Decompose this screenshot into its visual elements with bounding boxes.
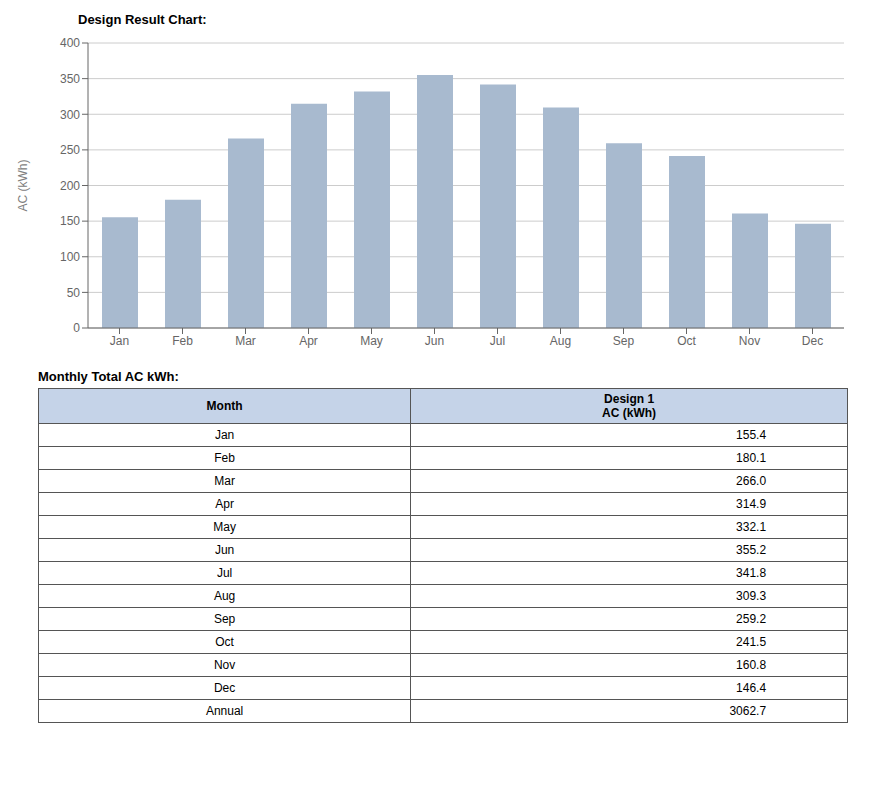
svg-text:Sep: Sep xyxy=(613,334,635,348)
svg-text:Nov: Nov xyxy=(739,334,760,348)
svg-text:Apr: Apr xyxy=(299,334,318,348)
svg-text:Mar: Mar xyxy=(235,334,256,348)
svg-text:AC (kWh): AC (kWh) xyxy=(16,160,30,212)
html-text:Design Result Chart:: Design Result Chart: xyxy=(78,12,207,27)
html-text:Feb: Feb xyxy=(214,451,235,465)
html-text:259.2: 259.2 xyxy=(736,612,767,626)
html-text:309.3: 309.3 xyxy=(736,589,767,603)
svg-text:50: 50 xyxy=(67,286,81,300)
html-text:160.8: 160.8 xyxy=(736,658,767,672)
html-text:Dec: Dec xyxy=(213,681,236,695)
svg-text:Oct: Oct xyxy=(677,334,696,348)
html-text:Jan: Jan xyxy=(214,428,235,442)
html-text:241.5: 241.5 xyxy=(736,635,767,649)
html-text:Sep: Sep xyxy=(213,612,236,626)
svg-text:300: 300 xyxy=(60,108,80,122)
html-text:180.1: 180.1 xyxy=(736,451,767,465)
html-text:355.2: 355.2 xyxy=(736,543,767,557)
svg-text:May: May xyxy=(360,334,383,348)
html-text:155.4: 155.4 xyxy=(736,428,767,442)
html-text:Aug: Aug xyxy=(213,589,236,603)
svg-text:150: 150 xyxy=(60,214,80,228)
html-text:Nov: Nov xyxy=(213,658,236,672)
html-text:Oct: Oct xyxy=(215,635,234,649)
html-text:314.9: 314.9 xyxy=(736,497,767,511)
svg-text:250: 250 xyxy=(60,143,80,157)
svg-text:400: 400 xyxy=(60,36,80,50)
html-text:Design 1 AC (kWh): Design 1 AC (kWh) xyxy=(602,392,657,420)
html-text:146.4: 146.4 xyxy=(736,681,767,695)
svg-text:Feb: Feb xyxy=(172,334,193,348)
html-text:266.0: 266.0 xyxy=(736,474,767,488)
html-text:Month: Month xyxy=(206,399,243,413)
html-text:Apr: Apr xyxy=(215,497,234,511)
svg-text:350: 350 xyxy=(60,72,80,86)
html-text:Annual: Annual xyxy=(205,704,244,718)
svg-text:100: 100 xyxy=(60,250,80,264)
html-text:332.1: 332.1 xyxy=(736,520,767,534)
svg-text:Dec: Dec xyxy=(802,334,823,348)
svg-text:Jun: Jun xyxy=(425,334,444,348)
html-text:Monthly Total AC kWh:: Monthly Total AC kWh: xyxy=(38,369,179,384)
html-text:Jun: Jun xyxy=(214,543,235,557)
html-text:341.8: 341.8 xyxy=(736,566,767,580)
html-text:Jul: Jul xyxy=(216,566,233,580)
svg-text:200: 200 xyxy=(60,179,80,193)
svg-text:Aug: Aug xyxy=(550,334,571,348)
svg-text:0: 0 xyxy=(73,321,80,335)
html-text:3062.7: 3062.7 xyxy=(729,704,767,718)
html-text:May: May xyxy=(213,520,236,534)
svg-text:Jul: Jul xyxy=(490,334,505,348)
svg-text:Jan: Jan xyxy=(110,334,129,348)
html-text:Mar: Mar xyxy=(214,474,235,488)
